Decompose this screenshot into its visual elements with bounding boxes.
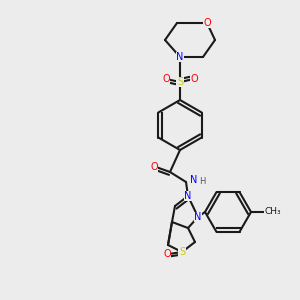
Text: CH₃: CH₃ xyxy=(265,208,281,217)
Text: N: N xyxy=(190,175,198,185)
Text: O: O xyxy=(150,162,158,172)
Text: H: H xyxy=(199,176,205,185)
Text: O: O xyxy=(190,74,198,84)
Text: O: O xyxy=(162,74,170,84)
Text: N: N xyxy=(184,191,192,201)
Text: O: O xyxy=(163,249,171,259)
Text: S: S xyxy=(179,247,185,257)
Text: N: N xyxy=(176,52,184,62)
Text: N: N xyxy=(194,212,202,222)
Text: O: O xyxy=(203,18,211,28)
Text: S: S xyxy=(177,77,183,87)
